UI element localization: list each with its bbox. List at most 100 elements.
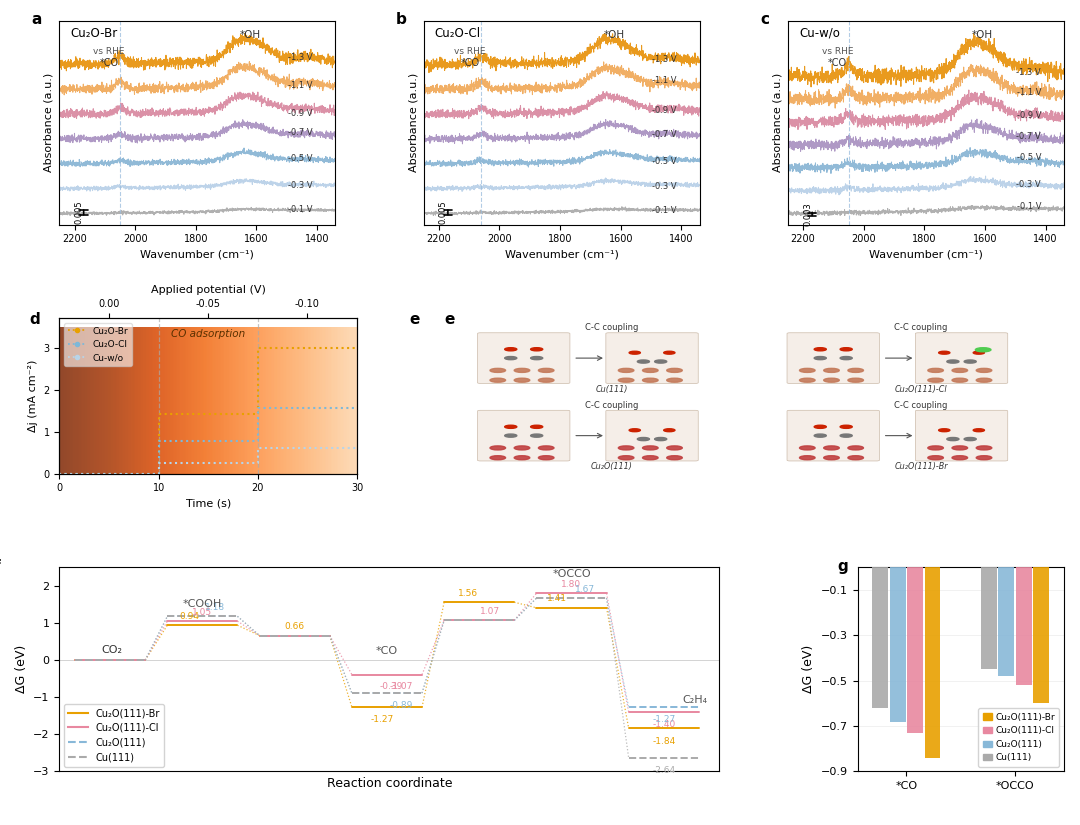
Circle shape: [840, 356, 852, 360]
Circle shape: [840, 434, 852, 437]
Circle shape: [490, 455, 505, 460]
Text: Cu₂O(111): Cu₂O(111): [591, 462, 633, 471]
Text: c: c: [760, 12, 769, 27]
Text: *OH: *OH: [240, 30, 261, 40]
Circle shape: [504, 347, 517, 351]
Circle shape: [666, 368, 683, 372]
Text: -0.7 V: -0.7 V: [1016, 132, 1041, 141]
Circle shape: [848, 455, 864, 460]
Circle shape: [939, 351, 950, 354]
Legend: Cu₂O(111)-Br, Cu₂O(111)-Cl, Cu₂O(111), Cu(111): Cu₂O(111)-Br, Cu₂O(111)-Cl, Cu₂O(111), C…: [65, 705, 164, 766]
Text: C-C coupling: C-C coupling: [894, 323, 947, 332]
Circle shape: [848, 446, 864, 450]
Circle shape: [630, 429, 640, 431]
Bar: [873, 568, 889, 708]
FancyBboxPatch shape: [787, 410, 879, 461]
Circle shape: [976, 378, 991, 382]
X-axis label: Wavenumber (cm⁻¹): Wavenumber (cm⁻¹): [504, 250, 619, 260]
Cu₂O-Br: [53, 469, 66, 478]
Text: *OH: *OH: [971, 30, 993, 40]
Text: e: e: [409, 313, 419, 328]
Bar: [981, 568, 997, 669]
Circle shape: [973, 429, 985, 431]
Cu₂O-Cl: [351, 403, 364, 413]
Line: Cu₂O-Cl: Cu₂O-Cl: [59, 408, 357, 474]
Circle shape: [666, 455, 683, 460]
Circle shape: [824, 378, 839, 382]
Circle shape: [619, 368, 634, 372]
Circle shape: [643, 446, 658, 450]
Bar: [924, 568, 941, 758]
Circle shape: [975, 347, 991, 351]
Text: -0.7 V: -0.7 V: [288, 128, 312, 137]
Text: -1.40: -1.40: [652, 720, 675, 729]
Circle shape: [630, 351, 640, 354]
Text: CO₂: CO₂: [100, 645, 122, 655]
Text: 1.18: 1.18: [205, 603, 226, 612]
Cu-w/o: [351, 442, 364, 452]
Circle shape: [514, 446, 530, 450]
Text: -1.3 V: -1.3 V: [288, 53, 312, 62]
Circle shape: [643, 378, 658, 382]
X-axis label: Time (s): Time (s): [186, 499, 231, 509]
Text: -0.89: -0.89: [389, 700, 413, 710]
Circle shape: [666, 378, 683, 382]
Circle shape: [947, 437, 959, 441]
Circle shape: [637, 437, 649, 441]
Text: -0.5 V: -0.5 V: [1016, 153, 1041, 162]
Circle shape: [814, 434, 826, 437]
Text: 0.005: 0.005: [438, 200, 448, 224]
Text: -0.9 V: -0.9 V: [288, 110, 312, 119]
Circle shape: [619, 455, 634, 460]
Text: 0.66: 0.66: [285, 622, 305, 631]
Text: C-C coupling: C-C coupling: [584, 400, 638, 409]
Text: -0.5 V: -0.5 V: [652, 157, 677, 166]
Legend: Cu₂O(111)-Br, Cu₂O(111)-Cl, Cu₂O(111), Cu(111): Cu₂O(111)-Br, Cu₂O(111)-Cl, Cu₂O(111), C…: [978, 709, 1059, 767]
Text: 1.80: 1.80: [562, 580, 581, 589]
Circle shape: [490, 368, 505, 372]
FancyBboxPatch shape: [606, 410, 699, 461]
Text: a: a: [31, 12, 42, 27]
Circle shape: [530, 434, 543, 437]
Circle shape: [928, 378, 944, 382]
Circle shape: [799, 368, 815, 372]
Circle shape: [840, 425, 852, 428]
Circle shape: [490, 446, 505, 450]
Circle shape: [976, 446, 991, 450]
Text: -0.1 V: -0.1 V: [288, 205, 312, 214]
Circle shape: [824, 455, 839, 460]
Text: b: b: [396, 12, 407, 27]
X-axis label: Wavenumber (cm⁻¹): Wavenumber (cm⁻¹): [869, 250, 983, 260]
Cu-w/o: [252, 458, 265, 468]
Text: vs RHE: vs RHE: [822, 47, 853, 56]
Circle shape: [619, 378, 634, 382]
Text: vs RHE: vs RHE: [93, 47, 124, 56]
Legend: Cu₂O-Br, Cu₂O-Cl, Cu-w/o: Cu₂O-Br, Cu₂O-Cl, Cu-w/o: [64, 323, 132, 366]
Text: -0.9 V: -0.9 V: [652, 106, 677, 115]
FancyBboxPatch shape: [916, 410, 1008, 461]
Circle shape: [539, 455, 554, 460]
Circle shape: [848, 368, 864, 372]
Circle shape: [928, 368, 944, 372]
Cu₂O-Cl: [152, 469, 165, 478]
FancyBboxPatch shape: [606, 332, 699, 384]
Circle shape: [953, 455, 968, 460]
Circle shape: [814, 356, 826, 360]
Circle shape: [654, 360, 666, 363]
Cu₂O-Br: [152, 409, 165, 419]
Circle shape: [514, 455, 530, 460]
Text: -1.1 V: -1.1 V: [652, 76, 677, 85]
Text: -0.7 V: -0.7 V: [652, 130, 677, 139]
Text: -1.3 V: -1.3 V: [652, 55, 677, 64]
Text: -1.1 V: -1.1 V: [1016, 87, 1041, 97]
Y-axis label: ΔG (eV): ΔG (eV): [15, 645, 28, 694]
Circle shape: [953, 378, 968, 382]
Circle shape: [799, 378, 815, 382]
Circle shape: [928, 446, 944, 450]
Text: Cu₂O(111)-Br: Cu₂O(111)-Br: [894, 462, 948, 471]
Circle shape: [530, 356, 543, 360]
Cu-w/o: [53, 469, 66, 478]
Circle shape: [539, 378, 554, 382]
Text: -1.1 V: -1.1 V: [288, 81, 312, 90]
Circle shape: [848, 378, 864, 382]
